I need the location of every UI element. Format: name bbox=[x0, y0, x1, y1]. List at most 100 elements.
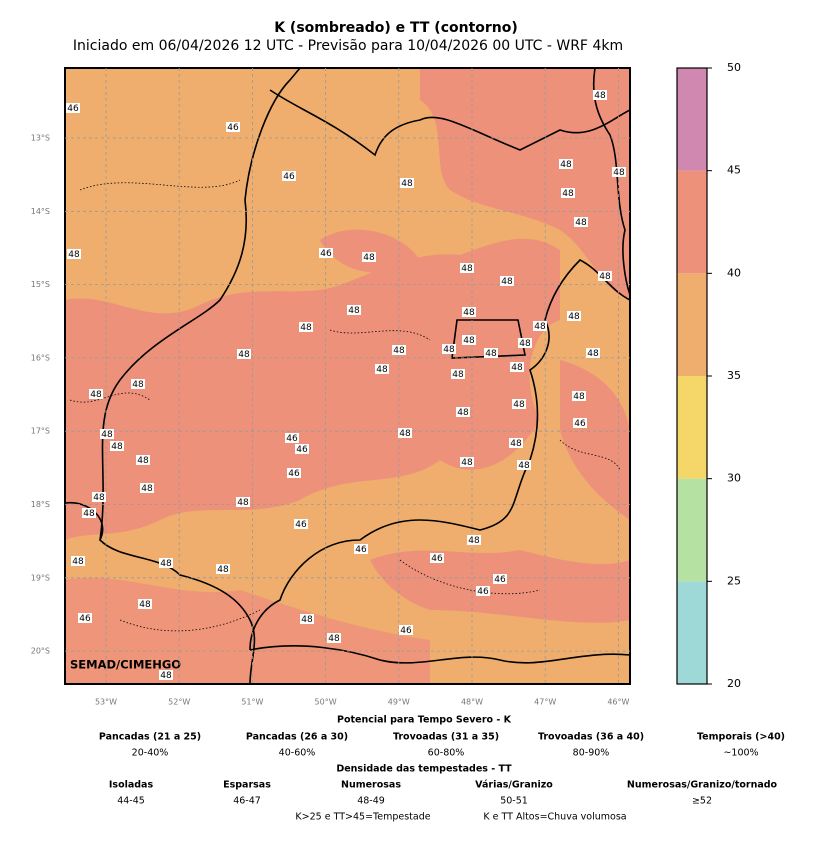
contour-label: 46 bbox=[355, 545, 367, 555]
contour-label: 48 bbox=[399, 429, 411, 439]
legend-class: Várias/Granizo bbox=[475, 780, 553, 791]
contour-label: 46 bbox=[477, 587, 489, 597]
legend-note: K e TT Altos=Chuva volumosa bbox=[483, 812, 626, 823]
contour-label: 48 bbox=[83, 509, 95, 519]
legend-range: 50-51 bbox=[500, 796, 528, 807]
contour-label: 48 bbox=[560, 160, 572, 170]
contour-label-bg bbox=[92, 492, 106, 502]
contour-label: 48 bbox=[518, 461, 530, 471]
contour-label-bg bbox=[451, 369, 465, 379]
contour-label: 48 bbox=[568, 312, 580, 322]
contour-label: 48 bbox=[401, 179, 413, 189]
contour-label-bg bbox=[300, 614, 314, 624]
y-tick-label: 13°S bbox=[31, 134, 50, 143]
contour-label: 48 bbox=[573, 392, 585, 402]
contour-label: 48 bbox=[111, 442, 123, 452]
contour-label-bg bbox=[285, 433, 299, 443]
contour-label-bg bbox=[159, 558, 173, 568]
contour-label: 48 bbox=[463, 336, 475, 346]
legend-class: Temporais (>40) bbox=[697, 732, 785, 743]
colorbar-tick-label: 30 bbox=[727, 472, 741, 485]
legend-class: Esparsas bbox=[223, 780, 271, 791]
contour-label: 48 bbox=[513, 400, 525, 410]
legend-class: Trovoadas (36 a 40) bbox=[538, 732, 644, 743]
contour-label-bg bbox=[140, 483, 154, 493]
contour-label-bg bbox=[299, 322, 313, 332]
contour-label-bg bbox=[295, 444, 309, 454]
contour-label-bg bbox=[347, 305, 361, 315]
contour-label-bg bbox=[462, 335, 476, 345]
contour-label-bg bbox=[586, 348, 600, 358]
colorbar-tick-label: 50 bbox=[727, 61, 741, 74]
contour-label: 48 bbox=[468, 536, 480, 546]
contour-label: 46 bbox=[79, 614, 91, 624]
legend-range: 48-49 bbox=[357, 796, 385, 807]
contour-label-bg bbox=[573, 418, 587, 428]
contour-label-bg bbox=[484, 348, 498, 358]
x-tick-label: 47°W bbox=[534, 698, 556, 707]
contour-label-bg bbox=[131, 379, 145, 389]
y-tick-label: 17°S bbox=[31, 427, 50, 436]
colorbar-tick-label: 35 bbox=[727, 369, 741, 382]
contour-label: 48 bbox=[68, 250, 80, 260]
contour-label-bg bbox=[71, 556, 85, 566]
contour-label: 48 bbox=[90, 390, 102, 400]
colorbar-tick-label: 40 bbox=[727, 266, 741, 279]
contour-label: 46 bbox=[295, 520, 307, 530]
contour-label-bg bbox=[467, 535, 481, 545]
contour-label-bg bbox=[559, 159, 573, 169]
contour-label: 48 bbox=[599, 272, 611, 282]
contour-label-bg bbox=[399, 625, 413, 635]
contour-label-bg bbox=[400, 178, 414, 188]
contour-label-bg bbox=[517, 460, 531, 470]
contour-label: 48 bbox=[238, 350, 250, 360]
colorbar-segment bbox=[677, 68, 707, 171]
contour-label: 48 bbox=[457, 408, 469, 418]
map-frame bbox=[64, 67, 631, 685]
contour-label: 46 bbox=[67, 104, 79, 114]
colorbar-segment bbox=[677, 273, 707, 376]
contour-label: 46 bbox=[431, 554, 443, 564]
contour-label: 46 bbox=[320, 249, 332, 259]
contour-label: 48 bbox=[376, 365, 388, 375]
legend-note: K>25 e TT>45=Tempestade bbox=[295, 812, 430, 823]
contour-label-bg bbox=[327, 633, 341, 643]
x-tick-label: 50°W bbox=[315, 698, 337, 707]
contour-label: 48 bbox=[160, 559, 172, 569]
contour-label-bg bbox=[500, 276, 514, 286]
legend-range: 46-47 bbox=[233, 796, 261, 807]
y-tick-label: 18°S bbox=[31, 500, 50, 509]
contour-label-bg bbox=[67, 249, 81, 259]
contour-label: 48 bbox=[463, 308, 475, 318]
contour-label-bg bbox=[462, 307, 476, 317]
contour-label: 48 bbox=[93, 493, 105, 503]
contour-label-bg bbox=[567, 311, 581, 321]
watermark: SEMAD/CIMEHGO bbox=[70, 658, 181, 672]
contour-label-bg bbox=[598, 271, 612, 281]
contour-label-bg bbox=[442, 344, 456, 354]
contour-label-bg bbox=[159, 670, 173, 680]
contour-label-bg bbox=[509, 438, 523, 448]
contour-label: 48 bbox=[587, 349, 599, 359]
legend-class: Trovoadas (31 a 35) bbox=[393, 732, 499, 743]
contour-label-bg bbox=[493, 574, 507, 584]
contour-label: 48 bbox=[485, 349, 497, 359]
colorbar-segment bbox=[677, 581, 707, 684]
contour-label: 48 bbox=[519, 339, 531, 349]
contour-label-bg bbox=[89, 389, 103, 399]
contour-label-bg bbox=[216, 564, 230, 574]
contour-label: 48 bbox=[72, 557, 84, 567]
contour-label-bg bbox=[561, 188, 575, 198]
contour-label-bg bbox=[510, 362, 524, 372]
legend-title: Potencial para Tempo Severo - K bbox=[337, 715, 512, 726]
colorbar-segment bbox=[677, 170, 707, 274]
contour-label-bg bbox=[138, 599, 152, 609]
contour-label-bg bbox=[66, 103, 80, 113]
contour-label: 48 bbox=[328, 634, 340, 644]
legend-range: ≥52 bbox=[692, 796, 712, 807]
contour-label-bg bbox=[512, 399, 526, 409]
contour-label: 48 bbox=[300, 323, 312, 333]
legend-range: 20-40% bbox=[132, 748, 169, 759]
contour-label-bg bbox=[82, 508, 96, 518]
contour-label: 46 bbox=[227, 123, 239, 133]
